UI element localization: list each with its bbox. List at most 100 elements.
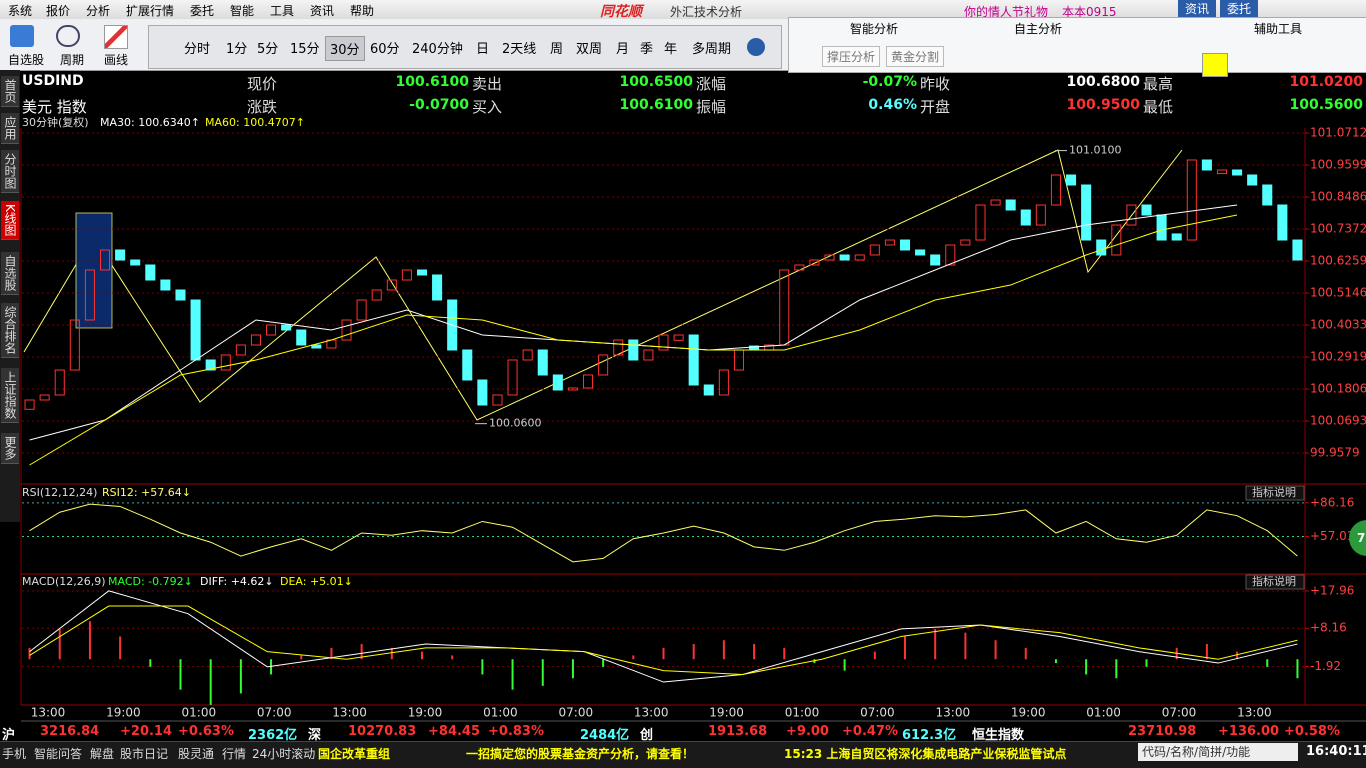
candle	[250, 334, 261, 346]
candle	[477, 379, 488, 406]
field-label: 最高	[1143, 75, 1174, 93]
status-item: +136.00	[1218, 724, 1280, 739]
y-tick-label: 99.9579	[1310, 446, 1360, 460]
period-button[interactable]: 多周期	[692, 42, 732, 57]
symbol-name: 美元 指数	[22, 98, 87, 116]
period-button[interactable]: 周	[550, 42, 564, 57]
period-button[interactable]: 5分	[257, 42, 279, 57]
sidebar-tab[interactable]: 分时图	[1, 150, 19, 193]
candle	[1277, 204, 1288, 241]
menu-item[interactable]: 智能	[230, 4, 255, 18]
period-button[interactable]: 年	[664, 42, 678, 57]
promo[interactable]: 你的情人节礼物	[964, 5, 1049, 19]
tool-label[interactable]: 自选股	[8, 53, 45, 67]
period-button[interactable]: 1分	[226, 42, 248, 57]
menu-item[interactable]: 系统	[8, 4, 33, 18]
sidebar-tab[interactable]: K线图	[1, 201, 19, 240]
candle	[1081, 184, 1092, 241]
icon[interactable]	[10, 25, 34, 47]
tool-label[interactable]: 画线	[104, 53, 129, 67]
x-tick-label: 13:00	[332, 706, 367, 720]
sidebar-tab[interactable]: 首页	[1, 76, 19, 107]
period-button[interactable]: 日	[476, 42, 490, 57]
period-button[interactable]: 季	[640, 42, 654, 57]
bottom-link[interactable]: 智能问答	[34, 747, 83, 761]
menu-item[interactable]: 资讯	[310, 4, 335, 18]
sidebar-tab[interactable]: 更多	[1, 433, 19, 464]
period-button[interactable]: 30分	[325, 36, 365, 61]
panel-tab[interactable]: 自主分析	[1014, 22, 1063, 36]
menu-item[interactable]: 分析	[86, 4, 111, 18]
panel-tab[interactable]: 辅助工具	[1254, 22, 1303, 36]
period-button[interactable]: 双周	[576, 42, 603, 57]
topic[interactable]: 国企改革重组	[318, 747, 391, 761]
candle	[24, 399, 35, 410]
period-button[interactable]: 15分	[290, 42, 320, 57]
y-tick-label: 100.5146	[1310, 285, 1366, 299]
candle	[220, 354, 231, 371]
tool-label[interactable]: 周期	[60, 53, 85, 67]
sidebar-tab[interactable]: 综合排名	[1, 303, 19, 358]
bottom-bar: 手机 智能问答 解盘 股市日记 股灵通 行情 24小时滚动 国企改革重组 一招搞定您的股票基金资…	[0, 741, 1366, 768]
candle	[643, 349, 654, 361]
period-button[interactable]: 分时	[184, 42, 211, 57]
settings-icon[interactable]	[747, 38, 765, 56]
menu-item[interactable]: 工具	[270, 4, 295, 18]
legend: DIFF: +4.62↓	[200, 575, 274, 588]
sidebar-tab[interactable]: 应用	[1, 113, 19, 144]
status-item: 创	[640, 728, 654, 743]
candle	[1005, 199, 1016, 211]
news-button[interactable]: 资讯	[1178, 0, 1216, 18]
candle	[990, 199, 1001, 206]
candle	[99, 249, 111, 271]
news[interactable]: 15:23 上海自贸区将深化集成电路产业保税监管试点	[784, 747, 1067, 761]
bottom-link[interactable]: 解盘	[90, 747, 115, 761]
x-tick-label: 13:00	[31, 706, 66, 720]
y-tick-label: 100.6259	[1310, 253, 1366, 267]
period-button[interactable]: 240分钟	[412, 42, 463, 57]
status-item: 1913.68	[708, 724, 768, 739]
period-button[interactable]: 月	[616, 42, 630, 57]
series-line	[29, 605, 1298, 675]
ad[interactable]: 一招搞定您的股票基金资产分析，请查看！	[466, 747, 695, 761]
menu-item[interactable]: 扩展行情	[126, 4, 175, 18]
menu-item[interactable]: 报价	[46, 4, 71, 18]
bottom-link[interactable]: 行情	[222, 747, 247, 761]
bottom-link[interactable]: 24小时滚动	[252, 747, 316, 761]
trade-button[interactable]: 委托	[1220, 0, 1258, 18]
user[interactable]: 本本0915	[1062, 5, 1117, 19]
search-box[interactable]: 代码/名称/简拼/功能	[1138, 743, 1298, 761]
candle	[1186, 159, 1197, 241]
x-tick-label: 01:00	[1086, 706, 1121, 720]
candle	[296, 329, 307, 346]
color-picker[interactable]	[1202, 53, 1228, 77]
period-button[interactable]: 2天线	[502, 42, 537, 57]
bottom-link[interactable]: 股市日记	[120, 747, 169, 761]
candle	[583, 374, 594, 389]
candle	[915, 249, 926, 256]
bottom-link[interactable]: 股灵通	[178, 747, 215, 761]
panel-button[interactable]: 黄金分割	[886, 46, 945, 67]
legend: MACD(12,26,9)	[22, 575, 106, 588]
icon[interactable]	[104, 25, 128, 49]
candle	[175, 289, 186, 301]
candle	[1247, 174, 1258, 186]
sidebar-tab[interactable]: 上证指数	[1, 368, 19, 423]
period-button[interactable]: 60分	[370, 42, 400, 57]
y-tick-label: -1.92	[1310, 659, 1341, 673]
sidebar-tab[interactable]: 自选股	[1, 252, 19, 295]
icon[interactable]	[56, 25, 80, 47]
x-tick-label: 07:00	[860, 706, 895, 720]
period-bar	[148, 25, 782, 69]
status-item: 10270.83	[348, 724, 417, 739]
menu-item[interactable]: 委托	[190, 4, 215, 18]
menu-item[interactable]: 帮助	[350, 4, 375, 18]
bottom-link[interactable]: 手机	[2, 747, 27, 761]
candle	[945, 244, 956, 266]
panel-button[interactable]: 撑压分析	[822, 46, 881, 67]
y-tick-label: 100.1806	[1310, 381, 1366, 395]
panel-tab[interactable]: 智能分析	[850, 22, 899, 36]
x-tick-label: 01:00	[785, 706, 820, 720]
button	[1245, 485, 1305, 501]
badge[interactable]: 75	[1349, 520, 1366, 556]
